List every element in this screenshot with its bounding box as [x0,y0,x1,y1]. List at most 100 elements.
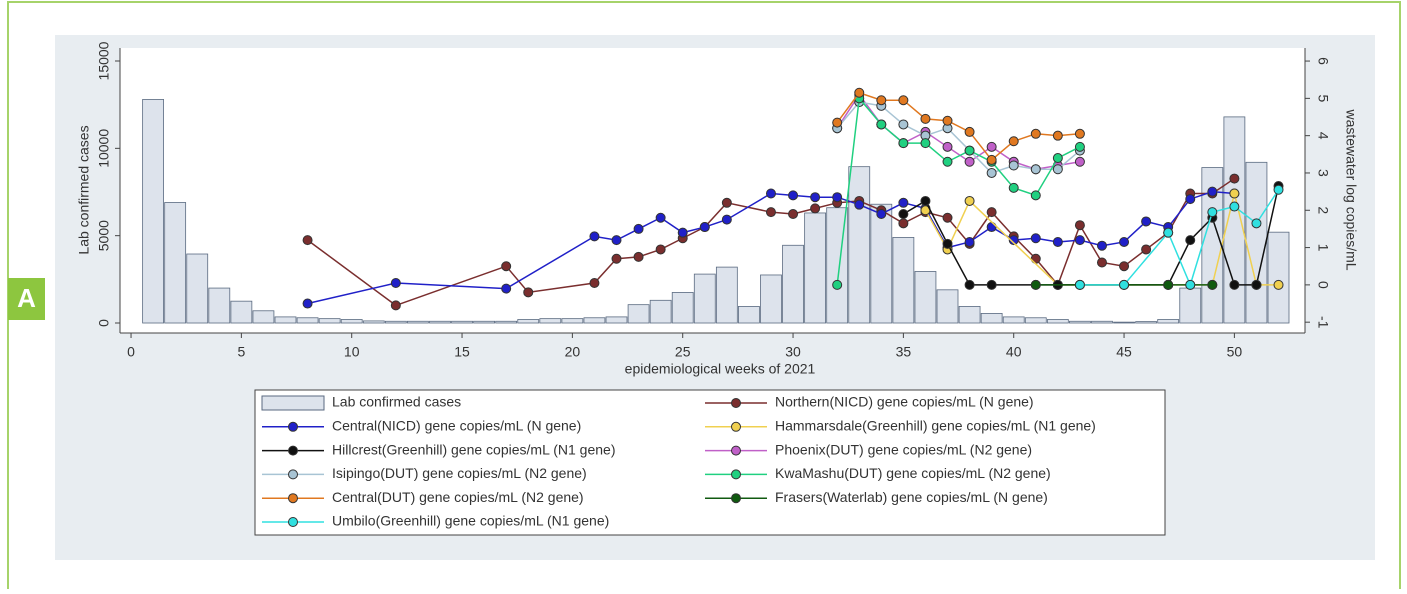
x-tick-label: 10 [344,344,360,360]
series-marker [832,279,843,290]
series-marker [1229,173,1240,184]
series-marker [1141,244,1152,255]
legend-marker [288,493,298,504]
x-tick-label: 0 [127,344,135,360]
series-marker [986,207,997,218]
bar [583,317,606,324]
bar [318,318,341,324]
bar [473,320,495,324]
legend-marker [731,398,741,408]
series-marker [942,212,953,223]
bar [1069,320,1091,324]
series-marker [1008,235,1019,246]
bar [340,319,363,324]
x-tick-label: 50 [1227,344,1243,360]
series-marker [611,235,622,246]
series-marker [942,156,953,167]
bar [517,319,540,324]
x-tick-label: 25 [675,344,691,360]
series-marker [1074,156,1085,167]
series-marker [1251,218,1262,229]
series-marker [854,199,865,210]
series-marker [1052,153,1063,164]
series-marker [1119,279,1130,290]
x-tick-label: 15 [454,344,470,360]
bar [429,320,451,324]
bar [407,320,429,324]
series-marker [832,117,843,128]
series-marker [302,235,313,246]
series-marker [1207,186,1218,197]
bar [848,166,871,324]
series-marker [655,244,666,255]
y2-axis-label: wastewater log copies/mL [1343,108,1359,270]
series-marker [1008,160,1019,171]
x-tick-label: 35 [896,344,912,360]
series-marker [898,218,909,229]
bar [870,203,893,324]
bar [627,304,650,324]
bar [142,99,164,324]
y2-tick-label: 4 [1315,132,1331,140]
series-marker [1185,194,1196,205]
bar [495,320,518,324]
y2-tick-label: 0 [1315,281,1331,289]
series-marker [898,119,909,130]
series-marker [1074,220,1085,231]
series-marker [721,197,732,208]
bar [671,292,694,324]
bar [186,253,209,324]
series-marker [942,141,953,152]
series-marker [302,298,313,309]
series-marker [1030,190,1041,201]
y2-tick-label: -1 [1315,316,1331,329]
series-marker [920,195,931,206]
series-marker [655,212,666,223]
series-marker [876,119,887,130]
bar [1223,116,1246,324]
series-marker [390,300,401,311]
legend-label: Lab confirmed cases [332,394,461,410]
series-marker [765,207,776,218]
series-marker [876,95,887,106]
panel-label-box [8,278,45,320]
legend-label: KwaMashu(DUT) gene copies/mL (N2 gene) [775,465,1051,481]
bar [539,318,562,324]
series-marker [1008,136,1019,147]
legend-label: Umbilo(Greenhill) gene copies/mL (N1 gen… [332,513,609,529]
bar [914,271,937,324]
series-marker [942,238,953,249]
series-marker [1052,130,1063,141]
y-tick-label: 10000 [96,129,112,168]
series-marker [810,192,821,203]
bar [892,237,915,324]
bar [980,313,1003,324]
series-marker [1119,236,1130,247]
bar [451,320,473,324]
y-tick-label: 0 [96,319,112,327]
bar [384,320,407,324]
x-tick-label: 45 [1116,344,1132,360]
series-marker [986,154,997,165]
series-marker [1074,128,1085,139]
series-marker [1141,216,1152,227]
legend-label: Hammarsdale(Greenhill) gene copies/mL (N… [775,418,1096,434]
series-marker [964,126,975,137]
y-axis-label: Lab confirmed cases [76,125,92,254]
legend-label: Central(DUT) gene copies/mL (N2 gene) [332,489,584,505]
y2-tick-label: 2 [1315,206,1331,214]
bar [782,244,804,324]
series-marker [523,287,534,298]
legend-marker [731,469,741,480]
series-marker [1052,164,1063,175]
series-marker [1030,128,1041,139]
bar [1157,319,1180,324]
legend-marker [288,469,298,480]
series-marker [1119,261,1130,272]
series-marker [1096,240,1107,251]
bar [208,287,231,324]
series-marker [1273,279,1284,290]
legend-label: Hillcrest(Greenhill) gene copies/mL (N1 … [332,441,616,457]
series-marker [986,279,997,290]
